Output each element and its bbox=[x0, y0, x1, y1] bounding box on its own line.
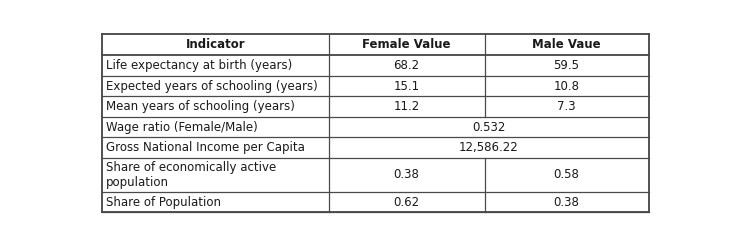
Text: 7.3: 7.3 bbox=[557, 100, 576, 113]
Text: 0.58: 0.58 bbox=[553, 168, 580, 181]
Text: 0.62: 0.62 bbox=[394, 196, 419, 209]
Text: Female Value: Female Value bbox=[362, 38, 451, 51]
Text: 11.2: 11.2 bbox=[394, 100, 419, 113]
Text: Share of Population: Share of Population bbox=[106, 196, 221, 209]
Text: Wage ratio (Female/Male): Wage ratio (Female/Male) bbox=[106, 121, 258, 134]
Text: Share of economically active
population: Share of economically active population bbox=[106, 161, 277, 189]
Text: 59.5: 59.5 bbox=[553, 59, 580, 72]
Text: 0.38: 0.38 bbox=[394, 168, 419, 181]
Text: 68.2: 68.2 bbox=[394, 59, 419, 72]
Text: Mean years of schooling (years): Mean years of schooling (years) bbox=[106, 100, 295, 113]
Text: Life expectancy at birth (years): Life expectancy at birth (years) bbox=[106, 59, 293, 72]
Text: 15.1: 15.1 bbox=[394, 80, 419, 93]
Text: 0.532: 0.532 bbox=[472, 121, 505, 134]
Text: 10.8: 10.8 bbox=[553, 80, 580, 93]
Text: Indicator: Indicator bbox=[185, 38, 245, 51]
Text: 0.38: 0.38 bbox=[553, 196, 580, 209]
Text: Male Vaue: Male Vaue bbox=[532, 38, 601, 51]
Text: 12,586.22: 12,586.22 bbox=[459, 141, 518, 154]
Text: Expected years of schooling (years): Expected years of schooling (years) bbox=[106, 80, 318, 93]
Text: Gross National Income per Capita: Gross National Income per Capita bbox=[106, 141, 305, 154]
